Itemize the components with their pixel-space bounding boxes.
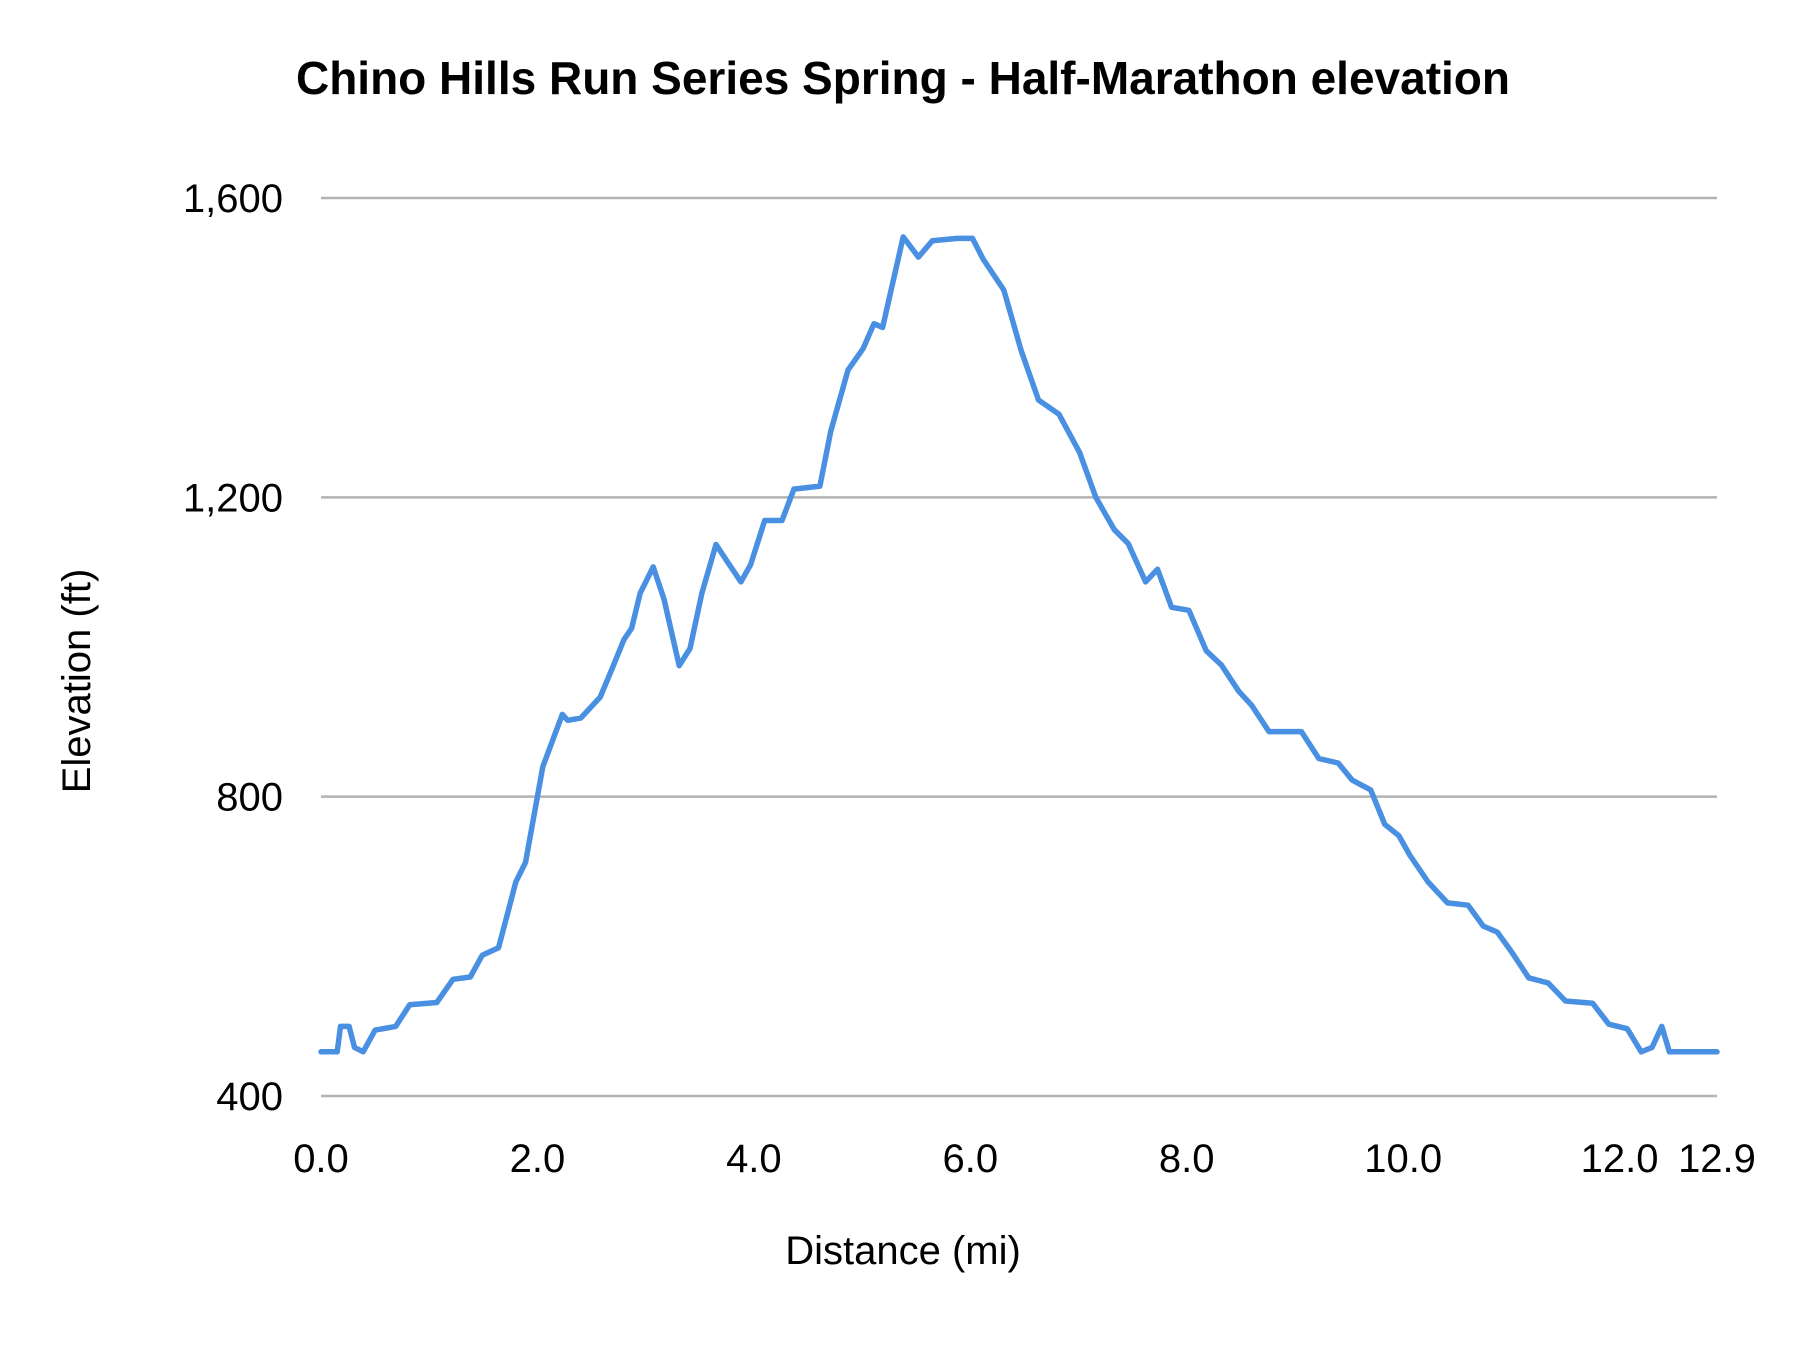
x-tick-label: 12.0: [1581, 1137, 1659, 1181]
x-tick-label: 4.0: [726, 1137, 782, 1181]
x-tick-label: 8.0: [1159, 1137, 1215, 1181]
y-tick-label: 400: [216, 1075, 283, 1119]
x-axis-title: Distance (mi): [785, 1229, 1021, 1273]
x-tick-label: 6.0: [942, 1137, 998, 1181]
y-tick-label: 1,200: [183, 476, 283, 520]
x-tick-label: 10.0: [1364, 1137, 1442, 1181]
chart-title: Chino Hills Run Series Spring - Half-Mar…: [296, 52, 1510, 104]
gridlines: [321, 196, 1717, 1098]
y-tick-labels: 400 800 1,200 1,600: [183, 177, 283, 1119]
y-tick-label: 1,600: [183, 177, 283, 221]
x-tick-label: 0.0: [293, 1137, 349, 1181]
x-tick-label: 2.0: [510, 1137, 566, 1181]
x-tick-labels: 0.0 2.0 4.0 6.0 8.0 10.0 12.0 12.9: [293, 1137, 1756, 1181]
x-tick-label: 12.9: [1678, 1137, 1756, 1181]
elevation-series-line: [318, 234, 1720, 1055]
y-axis-title: Elevation (ft): [55, 569, 99, 794]
y-tick-label: 800: [216, 776, 283, 820]
